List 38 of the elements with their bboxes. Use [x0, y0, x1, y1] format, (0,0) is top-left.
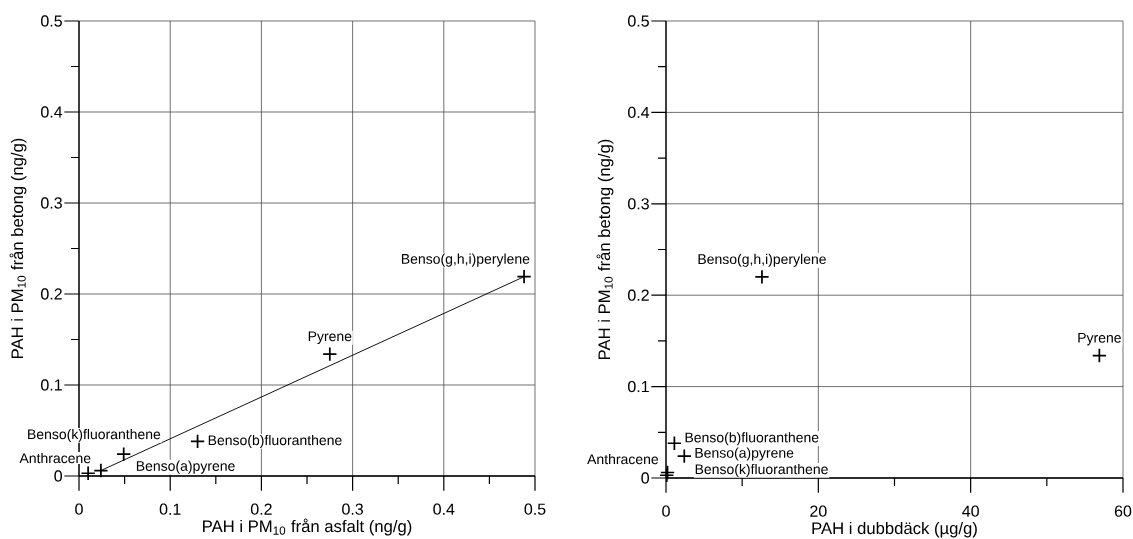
x-axis-title: PAH i PM$_{10}$ från asfalt (ng/g): [203, 518, 412, 536]
x-tick-label: 60: [1114, 505, 1132, 517]
annotation: Benso(k)fluoranthene: [695, 463, 828, 477]
x-axis-title: PAH i dubbdäck (µg/g): [812, 521, 977, 538]
annotation: Anthracene: [19, 452, 91, 464]
y-axis-title: PAH i PM$_{10}$ från betong (ng/g): [596, 139, 614, 360]
x-tick-label: 0.3: [342, 503, 364, 515]
annotation: Benso(b)fluoranthene: [208, 434, 342, 448]
y-tick-label: 0.2: [628, 289, 649, 301]
x-tick-label: 0.2: [250, 503, 272, 515]
y-tick-label: 0.4: [41, 106, 63, 118]
x-tick-label: 0: [75, 503, 83, 515]
annotation: Benso(g,h,i)perylene: [698, 253, 826, 267]
x-tick-label: 40: [962, 505, 979, 517]
x-tick-label: 0: [662, 505, 670, 517]
x-tick-label: 0.5: [524, 503, 546, 515]
x-tick-label: 0.4: [433, 503, 455, 515]
y-tick-label: 0.4: [628, 106, 650, 119]
y-tick-label: 0.5: [628, 15, 649, 27]
annotation: Benso(a)pyrene: [695, 447, 794, 461]
y-axis-title: PAH i PM$_{10}$ från betong (ng/g): [9, 138, 27, 359]
annotation: Pyrene: [1078, 332, 1121, 346]
y-tick-label: 0: [641, 472, 650, 484]
annotation: Benso(g,h,i)perylene: [401, 253, 530, 267]
y-tick-label: 0.2: [41, 288, 62, 300]
y-tick-label: 0.3: [628, 198, 649, 210]
y-tick-label: 0.5: [41, 15, 62, 27]
y-tick-label: 0.1: [41, 379, 62, 391]
annotation: Pyrene: [308, 331, 352, 344]
y-tick-label: 0.1: [628, 380, 649, 393]
annotation: Benso(k)fluoranthene: [28, 428, 161, 442]
y-tick-label: 0: [54, 470, 63, 482]
annotation: Anthracene: [587, 453, 659, 465]
x-tick-label: 20: [810, 505, 827, 517]
annotation: Benso(a)pyrene: [136, 460, 235, 474]
annotation: Benso(b)fluoranthene: [685, 432, 819, 446]
y-tick-label: 0.3: [41, 197, 62, 209]
x-tick-label: 0.1: [159, 503, 181, 515]
